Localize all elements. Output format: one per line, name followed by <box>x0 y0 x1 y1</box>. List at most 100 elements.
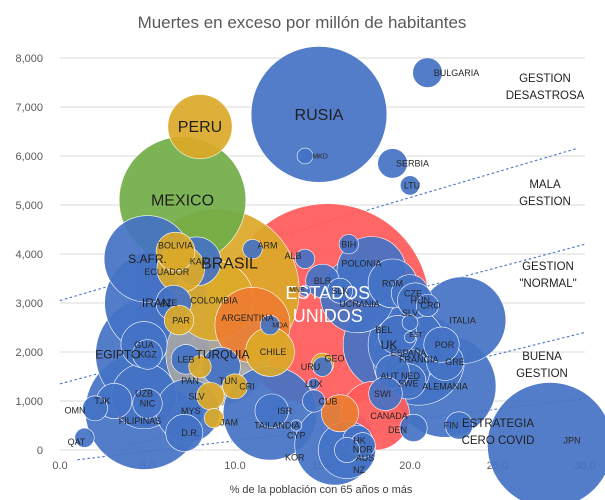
bubble-cri <box>222 373 248 400</box>
point-label-ecuador: ECUADOR <box>144 267 190 277</box>
band-label-gestion-normal-1: "NORMAL" <box>519 278 576 290</box>
band-label-mala-gestion-0: MALA <box>529 179 561 191</box>
point-label-bih: BIH <box>341 239 356 249</box>
y-tick-label: 6,000 <box>15 151 43 163</box>
point-label-est: EST <box>409 332 423 339</box>
band-labels: GESTION DESASTROSA MALA GESTION GESTION "NORM… <box>462 73 585 447</box>
point-label-chile: CHILE <box>260 347 287 357</box>
point-label-uru: URU <box>301 362 321 372</box>
bubble-bolivia <box>155 231 196 272</box>
point-label-jam: JAM <box>220 417 238 427</box>
point-label-nic: NIC <box>140 399 156 409</box>
point-label-swi: SWI <box>374 389 391 399</box>
point-label-fin: FIN <box>444 421 459 431</box>
bubble-rusia <box>250 46 388 183</box>
point-label-rom: ROM <box>382 279 403 289</box>
x-tick-label: 10.0 <box>224 460 245 472</box>
bubble-bulgaria <box>412 57 443 88</box>
point-label-mkd: MKD <box>312 153 328 160</box>
bubble-slk <box>327 277 353 304</box>
point-label-gua: GUA <box>134 340 154 350</box>
y-tick-label: 5,000 <box>15 200 43 212</box>
bubble-mkd <box>296 147 314 165</box>
bubble-mda <box>260 315 280 336</box>
bubble-cub <box>321 394 359 433</box>
point-label-ned: NED <box>401 371 421 381</box>
point-label-den: DEN <box>388 425 407 435</box>
bubble-lux <box>307 377 320 390</box>
point-label-kgz: KGZ <box>138 350 157 360</box>
point-label-slv: SLV <box>402 308 418 318</box>
bubble-ltu <box>400 175 420 196</box>
bubble-kgz <box>132 339 163 370</box>
bubble-isr <box>254 393 289 428</box>
chart-title: Muertes en exceso por millón de habitant… <box>138 13 467 32</box>
bubble-den <box>399 413 428 442</box>
y-tick-label: 7,000 <box>15 102 43 114</box>
band-label-buena-gestion-1: GESTION <box>516 368 568 380</box>
bubble-est <box>404 331 416 344</box>
point-label-s-afr: S.AFR. <box>128 252 167 266</box>
bubble-omn <box>82 395 108 422</box>
point-label-kor: KOR <box>285 452 305 462</box>
point-label-nor: NOR <box>353 444 374 454</box>
bubble-pan <box>188 355 212 379</box>
point-label-iran: IRAN <box>142 296 171 310</box>
y-tick-label: 8,000 <box>15 53 43 65</box>
point-label-blr: BLR <box>314 276 332 286</box>
point-label-geo: GEO <box>324 353 344 363</box>
point-label-mexico: MEXICO <box>151 193 214 210</box>
point-label-arm: ARM <box>258 240 278 250</box>
point-label-hun: HUN <box>411 296 431 306</box>
point-label-cri: CRI <box>239 381 255 391</box>
point-label-peru: PERU <box>178 119 222 136</box>
point-label-cro: CRO <box>421 301 441 311</box>
point-label-leb: LEB <box>177 355 194 365</box>
point-label-mys: MYS <box>181 406 201 416</box>
point-label-lux: LUX <box>305 379 323 389</box>
point-label-omn: OMN <box>65 406 86 416</box>
point-label-hk: HK <box>353 435 366 445</box>
bubble-uru <box>312 356 333 377</box>
point-label-tun: TUN <box>219 376 238 386</box>
y-tick-label: 2,000 <box>15 347 43 359</box>
bubble-por <box>423 326 460 363</box>
point-label-aus: AUS <box>356 453 375 463</box>
point-label-swe: SWE <box>398 379 419 389</box>
point-label-cze: CZE <box>404 288 422 298</box>
band-label-buena-gestion-0: BUENA <box>522 351 562 363</box>
point-label-francia: FRANCIA <box>399 355 439 365</box>
point-label-aut: AUT <box>381 371 400 381</box>
point-label-cyp: CYP <box>287 431 306 441</box>
x-tick-label: 0.0 <box>52 460 67 472</box>
point-label-par: PAR <box>172 315 190 325</box>
point-label-jpn: JPN <box>563 435 580 445</box>
point-label-rusia: RUSIA <box>295 107 344 124</box>
point-label-bulgaria: BULGARIA <box>434 68 480 78</box>
point-label-slv: SLV <box>188 391 204 401</box>
bubble-mne <box>299 284 311 297</box>
bubble-nz <box>334 437 360 463</box>
point-label-slk: SLK <box>331 286 348 296</box>
point-label-isr: ISR <box>277 406 293 416</box>
point-label-tailandia: TAILANDIA <box>254 420 300 430</box>
bubble-d-r <box>165 413 204 452</box>
point-label-turquia: TURQUIA <box>196 348 250 362</box>
point-label-colombia: COLOMBIA <box>190 296 238 306</box>
point-label-ltu: LTU <box>404 181 420 191</box>
bubble-jpn <box>487 382 605 500</box>
bubble-bih <box>338 234 359 255</box>
point-label-estados-unidos-0: ESTADOS <box>285 283 370 303</box>
point-label-canada: CANADA <box>370 411 408 421</box>
point-label-nz: NZ <box>353 465 365 475</box>
band-label-estrategia-cero-covid-1: CERO COVID <box>462 435 535 447</box>
bubble-cro <box>415 293 439 317</box>
point-label-tjk: TJK <box>94 396 110 406</box>
point-label-cub: CUB <box>318 396 337 406</box>
bubble-peru <box>167 94 233 160</box>
point-labels: RUSIA ESTADOS UNIDOS MEXICO PERU BRASIL COLOMB… <box>65 68 581 475</box>
bubble-swi <box>368 376 403 411</box>
band-label-gestion-desastrosa-1: DESASTROSA <box>506 90 585 102</box>
point-label-uzb: UZB <box>135 388 153 398</box>
bubble-jam <box>204 408 224 429</box>
